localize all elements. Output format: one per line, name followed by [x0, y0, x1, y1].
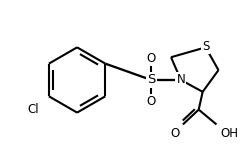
Text: Cl: Cl	[27, 103, 39, 116]
Text: OH: OH	[220, 127, 238, 140]
Text: S: S	[147, 73, 155, 86]
Text: O: O	[147, 95, 156, 108]
Text: O: O	[147, 52, 156, 65]
Text: O: O	[171, 127, 180, 140]
Text: N: N	[176, 73, 185, 86]
Text: S: S	[202, 40, 209, 53]
